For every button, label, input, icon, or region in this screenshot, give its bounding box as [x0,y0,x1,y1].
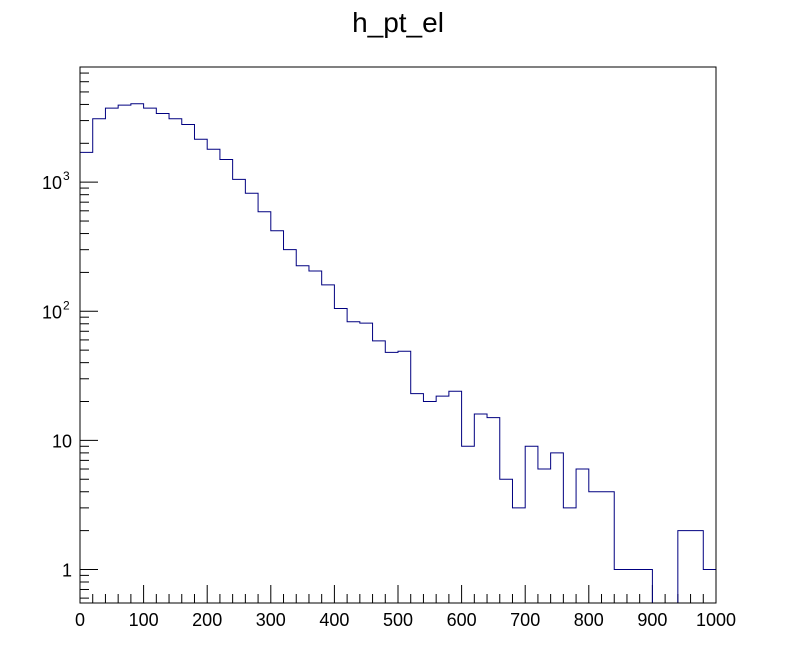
histogram-bin [385,352,398,603]
y-tick-label-base: 1 [62,560,72,580]
histogram-bin [309,271,322,603]
histogram-bin [551,453,564,603]
histogram-bin [271,231,284,603]
histogram-bin [169,119,182,603]
histogram-bin [93,119,106,603]
histogram-bin [487,418,500,603]
x-tick-label: 200 [192,610,222,630]
histogram-bin [576,469,589,603]
histogram-bin [118,105,131,603]
histogram-bin [423,402,436,603]
histogram-bin [347,322,360,603]
x-tick-label: 600 [447,610,477,630]
histogram-bin [436,396,449,603]
histogram-bin [360,323,373,603]
y-tick-label: 10 3 [42,169,70,193]
histogram-bin [411,394,424,603]
histogram-bin [80,152,93,603]
x-tick-label: 100 [129,610,159,630]
x-tick-label: 900 [637,610,667,630]
y-tick-label: 10 [52,431,72,451]
histogram-bin [512,508,525,603]
histogram-bin [207,149,220,603]
histogram-bin [398,351,411,603]
histogram-bin [474,414,487,603]
x-tick-label: 800 [574,610,604,630]
histogram-bin [131,104,144,603]
histogram-bin [220,159,233,603]
x-tick-label: 700 [510,610,540,630]
plot-frame [79,66,717,604]
histogram-bin [233,179,246,603]
histogram-bin [156,114,169,603]
x-tick-label: 0 [75,610,85,630]
histogram-bin [194,139,207,603]
histogram-bin [678,531,691,603]
histogram-bin [538,469,551,603]
histogram-bin [284,250,297,603]
histogram-bin [589,492,602,603]
histogram-bin [602,492,615,603]
y-tick-label-exponent: 2 [63,298,70,312]
histogram-bin [105,108,118,603]
y-tick-label: 1 [62,560,72,580]
histogram-bin [462,446,475,603]
histogram-bin [182,124,195,603]
histogram-bin [144,108,157,603]
y-tick-label-exponent: 3 [63,169,70,183]
histogram-bin [500,479,513,603]
histogram-bin [296,266,309,603]
histogram-bin [245,193,258,603]
x-tick-label: 1000 [696,610,736,630]
chart-title: h_pt_el [352,7,444,38]
y-tick-label-base: 10 [52,431,72,451]
axis-ticks [79,72,717,603]
histogram-bin [640,569,653,603]
histogram-bin [691,531,704,603]
y-tick-label: 10 2 [42,298,70,322]
histogram-bin [563,508,576,603]
y-tick-label-base: 10 [42,173,62,193]
x-tick-label: 500 [383,610,413,630]
histogram-bin [627,569,640,603]
histogram-bin [373,341,386,603]
x-tick-label: 300 [256,610,286,630]
x-tick-label: 400 [319,610,349,630]
y-tick-label-base: 10 [42,302,62,322]
histogram-bin [322,285,335,603]
histogram-bin [334,309,347,603]
histogram-bin [525,446,538,603]
histogram-bin [449,391,462,603]
histogram-bin [703,569,716,603]
histogram-bin [258,212,271,603]
histogram-bin [614,569,627,603]
